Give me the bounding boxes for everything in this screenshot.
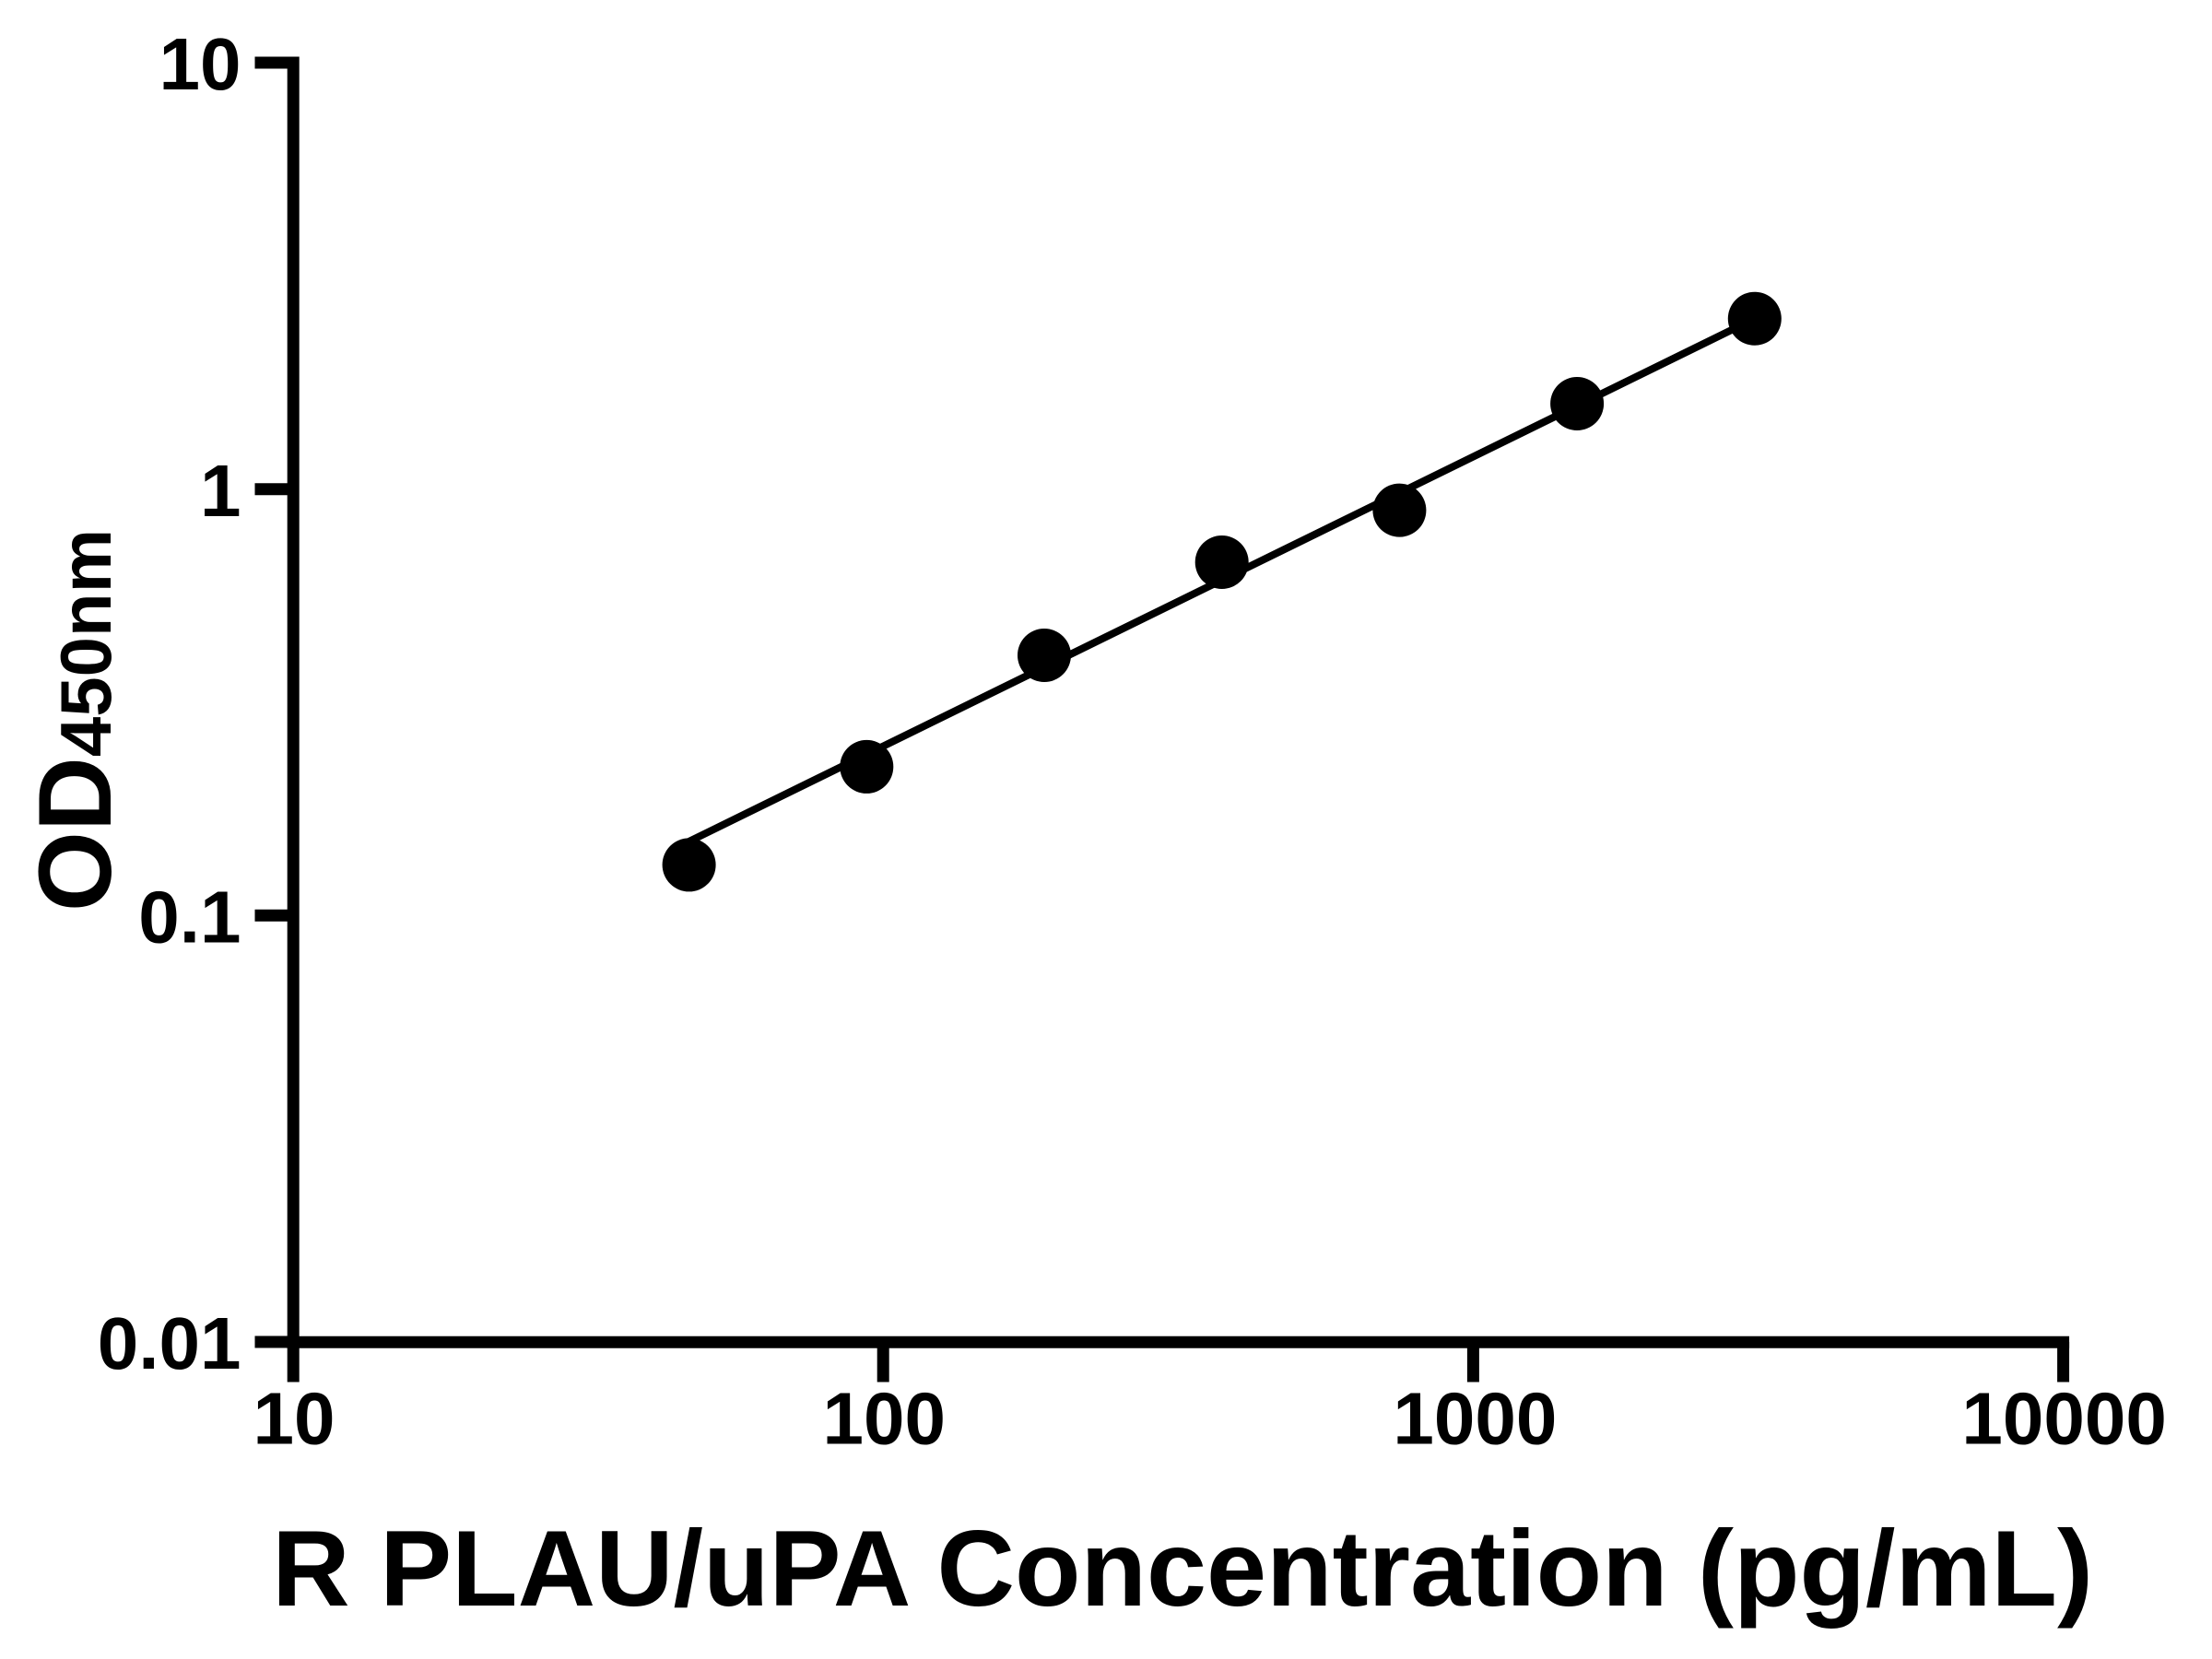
svg-text:100: 100 (822, 1378, 945, 1460)
svg-text:1: 1 (200, 450, 241, 532)
svg-text:10000: 10000 (1961, 1378, 2166, 1460)
svg-text:R PLAU/uPA Concentration (pg/m: R PLAU/uPA Concentration (pg/mL) (272, 1508, 2093, 1629)
svg-text:OD450nm: OD450nm (18, 529, 133, 912)
svg-text:0.1: 0.1 (138, 876, 241, 958)
svg-text:10: 10 (253, 1378, 335, 1460)
svg-text:1000: 1000 (1393, 1378, 1557, 1460)
svg-text:10: 10 (159, 23, 241, 105)
svg-text:0.01: 0.01 (98, 1302, 241, 1384)
